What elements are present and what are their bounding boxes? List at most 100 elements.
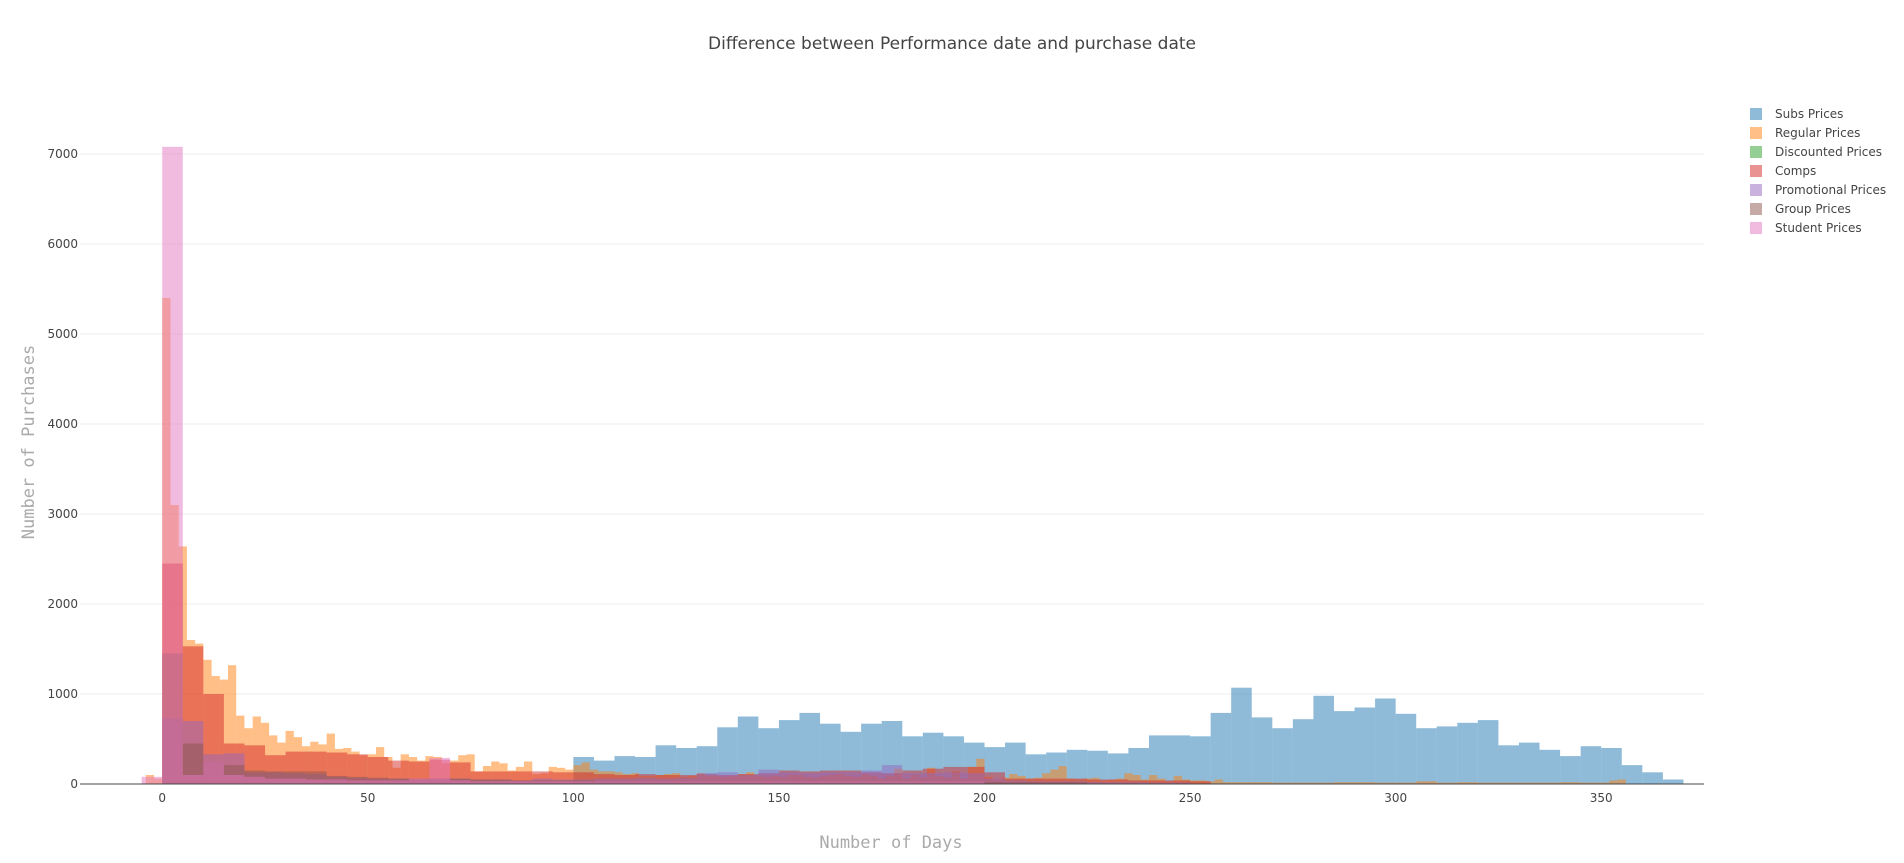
bar [943, 781, 964, 784]
bar [326, 779, 348, 784]
bar [552, 772, 574, 784]
bar [1107, 753, 1129, 784]
bar [799, 773, 821, 784]
legend-swatch [1750, 127, 1762, 139]
bar [388, 780, 409, 784]
bar [1148, 782, 1170, 784]
legend-item[interactable]: Promotional Prices [1750, 183, 1886, 197]
bar [1601, 782, 1610, 784]
legend-item[interactable]: Regular Prices [1750, 126, 1860, 140]
bar [676, 781, 697, 784]
bar [1272, 728, 1293, 784]
bar [1087, 750, 1108, 784]
legend-item[interactable]: Group Prices [1750, 202, 1851, 216]
bar [635, 777, 656, 784]
bar [223, 775, 245, 784]
bar [408, 761, 430, 784]
bar [450, 780, 471, 784]
x-tick-label: 50 [360, 791, 375, 805]
legend-item[interactable]: Student Prices [1750, 221, 1862, 235]
bar [141, 776, 163, 784]
bar [511, 781, 533, 784]
bar [799, 712, 821, 784]
legend-label: Regular Prices [1775, 126, 1860, 140]
y-tick-label: 2000 [47, 597, 78, 611]
legend-item[interactable]: Discounted Prices [1750, 145, 1882, 159]
bar [1169, 735, 1191, 784]
bar [1058, 766, 1067, 784]
bar [1107, 782, 1129, 784]
bar [1354, 782, 1376, 784]
bar [1662, 779, 1684, 784]
bar [1617, 779, 1626, 784]
bar [1375, 698, 1396, 784]
bar [1580, 746, 1602, 784]
legend-item[interactable]: Comps [1750, 164, 1816, 178]
x-tick-label: 0 [158, 791, 166, 805]
bar [1539, 749, 1561, 784]
legend-item[interactable]: Subs Prices [1750, 107, 1843, 121]
bar [778, 772, 800, 784]
bar [676, 777, 697, 784]
x-tick-label: 250 [1179, 791, 1202, 805]
bar [1251, 717, 1273, 784]
legend-swatch [1750, 222, 1762, 234]
bar [840, 781, 862, 784]
bar [902, 781, 923, 784]
legend-label: Promotional Prices [1775, 183, 1886, 197]
bar [1560, 756, 1581, 784]
bar [1169, 782, 1191, 784]
bar [861, 770, 882, 784]
bar [1066, 749, 1088, 784]
bar [1621, 765, 1643, 784]
bar [1272, 782, 1293, 784]
bar [799, 781, 821, 784]
bar [1169, 780, 1191, 784]
y-tick-label: 3000 [47, 507, 78, 521]
bar [737, 781, 759, 784]
bar [1190, 781, 1211, 784]
bar [696, 781, 718, 784]
bar [1395, 713, 1417, 784]
bar [1333, 782, 1355, 784]
bar [1313, 695, 1334, 784]
legend-swatch [1750, 146, 1762, 158]
series-subs-prices [573, 687, 1684, 784]
bar [470, 781, 492, 784]
legend-swatch [1750, 108, 1762, 120]
bar [1107, 779, 1129, 784]
bar [1416, 781, 1437, 784]
y-axis-title: Number of Purchases [19, 345, 39, 539]
bar [1354, 707, 1376, 784]
bar [1128, 782, 1149, 784]
bar [532, 781, 553, 784]
series-regular-prices [145, 298, 1626, 784]
bar [573, 772, 594, 784]
bar [1025, 754, 1047, 784]
bar [1190, 736, 1211, 784]
bar [367, 757, 389, 784]
bar [1046, 782, 1067, 784]
bar [737, 716, 759, 784]
bar [1477, 782, 1499, 784]
bar [182, 743, 204, 784]
x-tick-label: 100 [562, 791, 585, 805]
bar [1395, 782, 1417, 784]
bar [1518, 782, 1540, 784]
bar [1313, 782, 1334, 784]
legend-label: Group Prices [1775, 202, 1851, 216]
legend-label: Subs Prices [1775, 107, 1843, 121]
bar [1457, 722, 1478, 784]
bar [265, 778, 286, 784]
bar [1539, 782, 1561, 784]
bar [1251, 782, 1273, 784]
bar [1210, 712, 1232, 784]
bar [347, 754, 368, 784]
bar [984, 772, 1006, 784]
legend-label: Comps [1775, 164, 1816, 178]
bar [984, 778, 1006, 784]
bar [491, 781, 512, 784]
bars-layer [141, 146, 1684, 785]
bar [1498, 782, 1519, 784]
bar [429, 757, 451, 784]
